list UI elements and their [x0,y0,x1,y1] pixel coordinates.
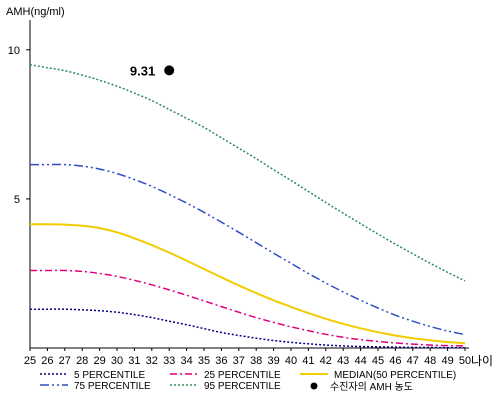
series-line-median-50-percentile [29,223,466,345]
x-tick-label: 32 [146,355,158,367]
x-tick-label: 42 [320,355,332,367]
x-tick-label: 27 [59,355,71,367]
legend: 5 PERCENTILE 25 PERCENTILE MEDIAN(50 PERCE… [40,370,456,393]
x-tick-label: 49 [441,355,453,367]
series-line-75-percentile [29,163,466,336]
x-tick-label: 38 [250,355,262,367]
x-tick-label: 40 [285,355,297,367]
y-axis-label: AMH(ng/ml) [6,6,65,18]
x-tick-label: 30 [111,355,123,367]
y-tick-label: 5 [14,194,20,206]
x-tick-label: 29 [93,355,105,367]
x-tick-label: 25 [24,355,36,367]
legend-marker-label: 수진자의 AMH 농도 [330,381,413,393]
y-tick-label: 10 [8,45,20,57]
x-axis-label: 나이 [471,354,493,368]
legend-label-median-50-percentile: MEDIAN(50 PERCENTILE) [334,370,456,381]
x-tick-label: 28 [76,355,88,367]
x-tick-label: 39 [267,355,279,367]
x-tick-label: 33 [163,355,175,367]
series-layer [29,63,466,349]
x-tick-label: 44 [354,355,366,367]
legend-label-25-percentile: 25 PERCENTILE [204,370,281,381]
x-tick-label: 48 [424,355,436,367]
patient-amh-point [164,65,175,76]
x-tick-label: 36 [215,355,227,367]
legend-label-75-percentile: 75 PERCENTILE [74,381,151,392]
legend-label-95-percentile: 95 PERCENTILE [204,381,281,392]
patient-amh-value-label: 9.31 [130,63,155,78]
x-tick-label: 26 [41,355,53,367]
axes: 5 10 25 26 27 28 29 30 31 32 33 34 35 36 37 38 39 40 41 42 4… [8,20,471,367]
x-tick-label: 34 [180,355,192,367]
x-tick-label: 46 [389,355,401,367]
x-tick-label: 41 [302,355,314,367]
series-line-25-percentile [29,269,466,347]
x-tick-label: 47 [407,355,419,367]
x-tick-label: 35 [198,355,210,367]
x-tick-label: 31 [128,355,140,367]
annotation-layer: 9.31 [130,63,175,78]
series-line-95-percentile [29,63,466,282]
legend-marker-dot [310,382,318,390]
x-tick-label: 37 [233,355,245,367]
x-tick-label: 45 [372,355,384,367]
legend-label-5-percentile: 5 PERCENTILE [74,370,145,381]
x-tick-label: 43 [337,355,349,367]
x-tick-label: 50 [459,355,471,367]
series-line-5-percentile [30,308,466,349]
